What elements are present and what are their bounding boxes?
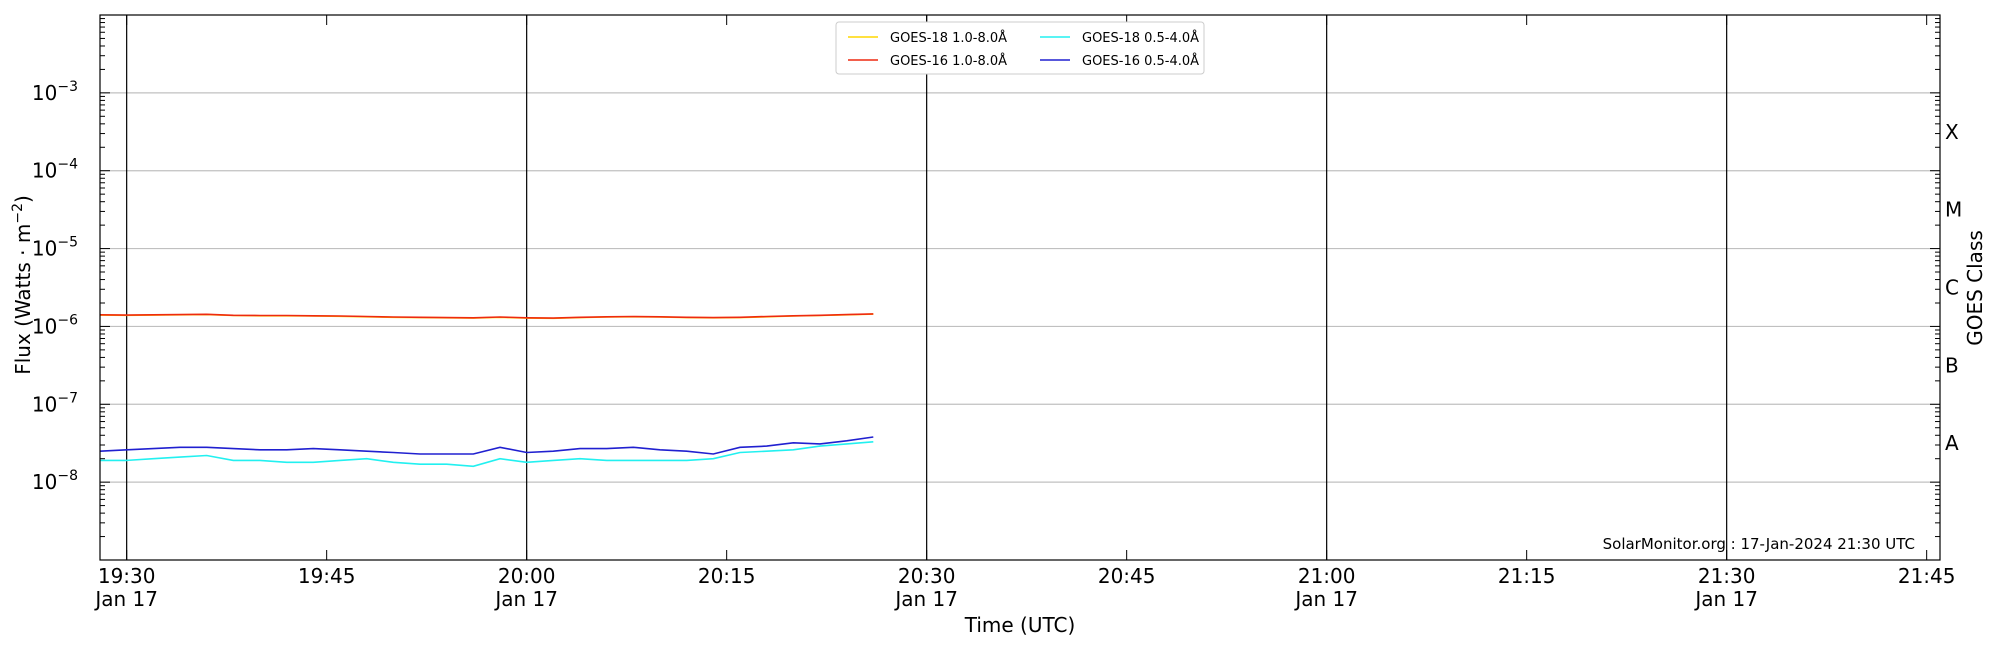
goes-class-label: X xyxy=(1945,120,1959,144)
legend-label: GOES-18 1.0-8.0Å xyxy=(890,30,1007,46)
series-line-3 xyxy=(100,441,874,468)
series-line-4 xyxy=(99,436,874,455)
legend-label: GOES-18 0.5-4.0Å xyxy=(1082,30,1199,46)
x-tick-label: 21:15 xyxy=(1498,564,1556,588)
y-tick-label: 10−8 xyxy=(32,468,78,494)
goes-class-label: A xyxy=(1945,431,1959,455)
y-ticks: 10−8 10−7 10−6 10−5 10−4 10−3 xyxy=(32,18,1940,561)
x-tick-label: 21:00 xyxy=(1298,564,1356,588)
x-tick-label: 19:30 xyxy=(98,564,156,588)
x-tick-label: 20:45 xyxy=(1098,564,1156,588)
x-tick-label: 19:45 xyxy=(298,564,356,588)
goes-class-label: M xyxy=(1945,198,1962,222)
goes-class-label: C xyxy=(1945,276,1959,300)
series-line-2 xyxy=(99,313,874,319)
y-tick-label: 10−6 xyxy=(32,312,78,338)
legend-label: GOES-16 1.0-8.0Å xyxy=(890,53,1007,69)
x-tick-date-label: Jan 17 xyxy=(493,587,558,611)
x-tick-date-label: Jan 17 xyxy=(1693,587,1758,611)
x-tick-date-label: Jan 17 xyxy=(93,587,158,611)
x-tick-date-label: Jan 17 xyxy=(1293,587,1358,611)
watermark-text: SolarMonitor.org : 17-Jan-2024 21:30 UTC xyxy=(1603,535,1915,553)
x-tick-label: 21:30 xyxy=(1698,564,1756,588)
goes-class-axis-label: GOES Class xyxy=(1963,230,1987,346)
y-tick-label: 10−4 xyxy=(32,157,78,183)
y-tick-label: 10−7 xyxy=(32,390,78,416)
y-tick-label: 10−5 xyxy=(32,235,78,261)
grid-lines xyxy=(100,92,1940,483)
x-tick-label: 20:30 xyxy=(898,564,956,588)
day-lines xyxy=(126,15,1728,560)
x-tick-label: 20:00 xyxy=(498,564,556,588)
y-axis-label-close: ) xyxy=(11,195,35,203)
y-axis-label: Flux (Watts · m−2) xyxy=(10,195,35,375)
y-axis-label-main: Flux (Watts · m xyxy=(11,224,35,375)
x-tick-date-label: Jan 17 xyxy=(893,587,958,611)
x-axis-label: Time (UTC) xyxy=(964,613,1076,637)
y-axis-label-superscript: −2 xyxy=(10,203,26,224)
series-lines xyxy=(99,313,874,468)
x-tick-label: 20:15 xyxy=(698,564,756,588)
legend: GOES-18 1.0-8.0Å GOES-16 1.0-8.0Å GOES-18 … xyxy=(835,21,1205,75)
goes-class-label: B xyxy=(1945,353,1959,377)
y-tick-label: 10−3 xyxy=(32,79,78,105)
plot-frame xyxy=(99,14,1941,561)
x-tick-label: 21:45 xyxy=(1898,564,1956,588)
legend-label: GOES-16 0.5-4.0Å xyxy=(1082,53,1199,69)
goes-class-labels: X M C B A xyxy=(1945,120,1962,455)
legend-box xyxy=(835,21,1205,75)
